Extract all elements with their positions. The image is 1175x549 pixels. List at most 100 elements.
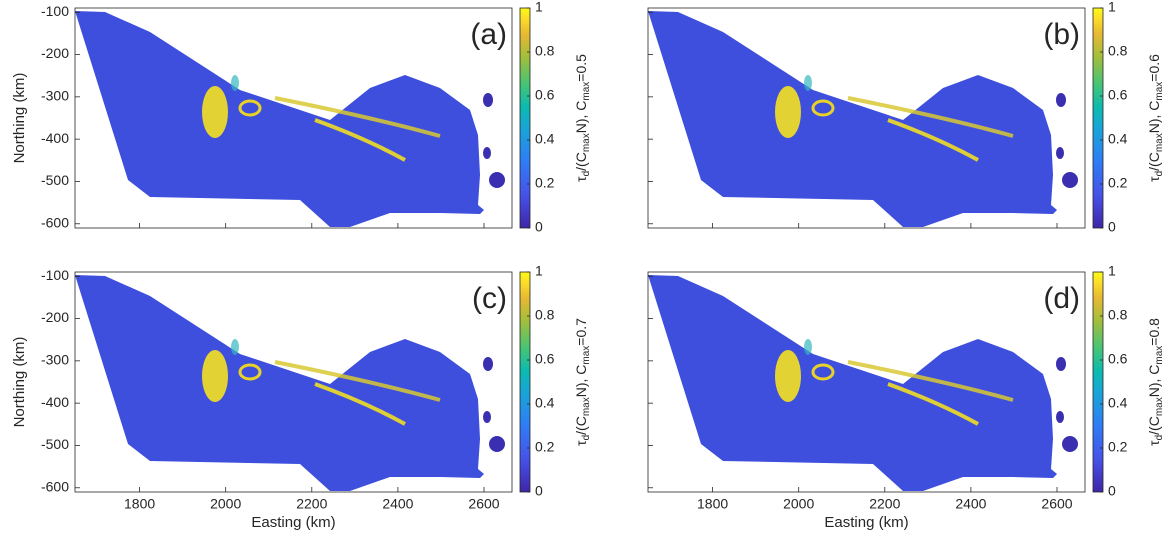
high-streak (887, 382, 979, 426)
x-tick-label: 2200 (296, 496, 327, 512)
y-tick-label: -100 (41, 267, 69, 283)
x-tick-label: 2000 (210, 496, 241, 512)
island (1056, 93, 1066, 107)
y-axis-label: Northing (km) (11, 73, 28, 164)
colorbar-tick-label: 0.8 (1108, 307, 1128, 323)
high-region (811, 363, 835, 381)
map-field (75, 11, 505, 227)
y-tick-label: -600 (41, 214, 69, 230)
high-region (775, 86, 801, 138)
colorbar-tick-label: 0.4 (1108, 395, 1128, 411)
y-tick-label: -300 (41, 88, 69, 104)
mid-region (804, 75, 812, 91)
label-part: /(C (1146, 416, 1162, 435)
colorbar (519, 271, 531, 493)
label-part: τ (573, 440, 589, 446)
colorbar-tick-label: 0.2 (1108, 175, 1128, 191)
colorbar-tick-label: 0.6 (1108, 87, 1128, 103)
high-streak (847, 96, 1014, 138)
island (1062, 172, 1078, 188)
ice-region (648, 11, 1057, 227)
label-part: =0.7 (573, 318, 589, 346)
subscript: max (581, 82, 592, 101)
colorbar-tick-label: 0.2 (1108, 439, 1128, 455)
island (489, 436, 505, 452)
island (483, 411, 491, 423)
label-part: τ (573, 176, 589, 182)
high-streak (847, 360, 1014, 402)
map-field (648, 275, 1078, 491)
axes-box (74, 7, 513, 229)
y-tick-label: -200 (41, 45, 69, 61)
ice-region (648, 275, 1057, 491)
colorbar-tick-label: 0.6 (535, 87, 555, 103)
island (483, 357, 493, 371)
island (483, 147, 491, 159)
label-part: N), C (1146, 101, 1162, 134)
x-tick-label: 1800 (124, 496, 155, 512)
colorbar-tick-label: 0.4 (535, 395, 555, 411)
high-region (238, 363, 262, 381)
subscript: d (1154, 435, 1165, 441)
mid-region (231, 339, 239, 355)
island (1062, 436, 1078, 452)
colorbar (519, 7, 531, 229)
y-tick-label: -100 (41, 3, 69, 19)
high-region (811, 99, 835, 117)
label-part: N), C (1146, 365, 1162, 398)
label-part: τ (1146, 176, 1162, 182)
subscript: max (581, 346, 592, 365)
label-part: τ (1146, 440, 1162, 446)
panel-label: (c) (472, 282, 507, 315)
colorbar-label: τd/(CmaxN), Cmax=0.5 (573, 54, 592, 182)
colorbar-label: τd/(CmaxN), Cmax=0.8 (1146, 318, 1165, 446)
label-part: /(C (573, 416, 589, 435)
subscript: d (1154, 171, 1165, 177)
colorbar (1092, 7, 1104, 229)
mid-region (804, 339, 812, 355)
subscript: max (581, 133, 592, 152)
x-tick-label: 1800 (697, 496, 728, 512)
colorbar-tick-label: 0.6 (1108, 351, 1128, 367)
y-tick-label: -300 (41, 352, 69, 368)
label-part: /(C (573, 152, 589, 171)
island (1056, 357, 1066, 371)
colorbar-label: τd/(CmaxN), Cmax=0.7 (573, 318, 592, 446)
island (1056, 147, 1064, 159)
y-tick-label: -200 (41, 309, 69, 325)
axes-box (647, 7, 1086, 229)
subscript: d (581, 171, 592, 177)
panel-label: (b) (1043, 18, 1080, 51)
axes-box (74, 271, 513, 493)
x-axis-label: Easting (km) (251, 514, 335, 531)
x-tick-label: 2400 (955, 496, 986, 512)
colorbar (1092, 271, 1104, 493)
map-field (648, 11, 1078, 227)
mid-region (231, 75, 239, 91)
panel-label: (a) (470, 18, 507, 51)
colorbar-tick-label: 0 (1108, 483, 1116, 499)
ice-region (75, 275, 484, 491)
island (483, 93, 493, 107)
high-region (202, 86, 228, 138)
x-axis-label: Easting (km) (824, 514, 908, 531)
y-axis-label: Northing (km) (11, 337, 28, 428)
x-tick-label: 2600 (468, 496, 499, 512)
colorbar-tick-label: 0.8 (535, 307, 555, 323)
colorbar-tick-label: 0.2 (535, 439, 555, 455)
subscript: max (1154, 397, 1165, 416)
high-region (202, 350, 228, 402)
colorbar-tick-label: 0.4 (1108, 131, 1128, 147)
subscript: max (1154, 82, 1165, 101)
high-streak (314, 118, 406, 162)
high-region (775, 350, 801, 402)
high-streak (274, 96, 441, 138)
high-region (238, 99, 262, 117)
y-tick-label: -400 (41, 394, 69, 410)
x-tick-label: 2600 (1041, 496, 1072, 512)
colorbar-tick-label: 0.8 (535, 43, 555, 59)
island (1056, 411, 1064, 423)
label-part: /(C (1146, 152, 1162, 171)
colorbar-tick-label: 1 (535, 0, 543, 15)
